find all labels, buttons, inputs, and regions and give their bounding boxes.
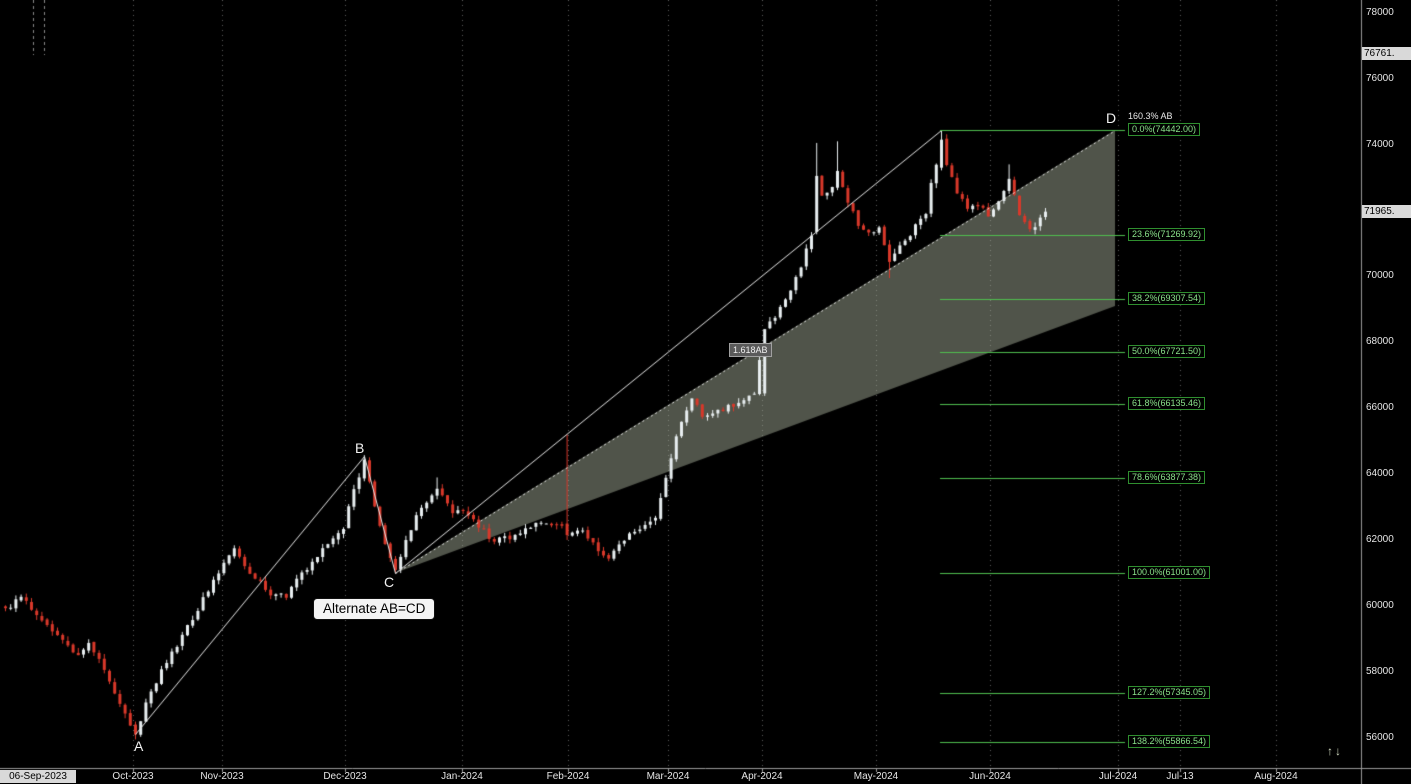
- date-axis-label: Dec-2023: [323, 771, 367, 782]
- pattern-point-b-label: B: [355, 440, 365, 456]
- price-axis-label: 70000: [1366, 270, 1394, 282]
- fib-level-label[interactable]: 38.2%(69307.54): [1128, 292, 1206, 306]
- price-axis-label: 76000: [1366, 72, 1394, 84]
- price-axis-label: 56000: [1366, 731, 1394, 743]
- date-axis-label: Aug-2024: [1254, 771, 1298, 782]
- date-axis-label: Jun-2024: [969, 771, 1011, 782]
- fib-level-label[interactable]: 0.0%(74442.00): [1128, 123, 1201, 137]
- price-axis-label: 62000: [1366, 534, 1394, 546]
- price-axis-label: 66000: [1366, 402, 1394, 414]
- ab-ratio-tag[interactable]: 1.618AB: [729, 343, 772, 357]
- price-axis-label: 68000: [1366, 336, 1394, 348]
- price-axis-label: 64000: [1366, 468, 1394, 480]
- ab-extension-ratio-label: 160.3% AB: [1128, 111, 1173, 121]
- price-axis-label: 60000: [1366, 599, 1394, 611]
- price-badge-last-price: 71965.: [1362, 205, 1411, 218]
- pattern-point-c-label: C: [384, 574, 395, 590]
- date-axis-label: Jul-13: [1166, 771, 1194, 782]
- fib-level-label[interactable]: 138.2%(55866.54): [1128, 735, 1211, 749]
- alternate-abcd-callout[interactable]: Alternate AB=CD: [313, 598, 436, 620]
- date-axis-label: Oct-2023: [112, 771, 154, 782]
- price-axis-label: 58000: [1366, 665, 1394, 677]
- fib-level-label[interactable]: 100.0%(61001.00): [1128, 565, 1211, 579]
- scroll-arrows[interactable]: ↑↓: [1327, 744, 1343, 758]
- date-axis-label: Nov-2023: [200, 771, 244, 782]
- date-axis-label: Jan-2024: [441, 771, 483, 782]
- price-badge-crosshair: 76761.: [1362, 47, 1411, 60]
- start-date-badge: 06-Sep-2023: [0, 770, 76, 783]
- fib-level-label[interactable]: 127.2%(57345.05): [1128, 686, 1211, 700]
- fib-level-label[interactable]: 78.6%(63877.38): [1128, 471, 1206, 485]
- pattern-point-a-label: A: [134, 738, 144, 754]
- date-axis-label: Feb-2024: [546, 771, 590, 782]
- price-axis-label: 74000: [1366, 138, 1394, 150]
- pattern-point-d-label: D: [1106, 110, 1117, 126]
- date-axis-label: Apr-2024: [741, 771, 783, 782]
- fib-level-label[interactable]: 50.0%(67721.50): [1128, 344, 1206, 358]
- date-axis-label: Mar-2024: [646, 771, 690, 782]
- date-axis-label: Jul-2024: [1098, 771, 1138, 782]
- price-axis-label: 78000: [1366, 6, 1394, 18]
- scroll-up-icon[interactable]: ↑: [1327, 744, 1335, 758]
- fib-level-label[interactable]: 61.8%(66135.46): [1128, 396, 1206, 410]
- date-axis-label: May-2024: [853, 771, 899, 782]
- fib-level-label[interactable]: 23.6%(71269.92): [1128, 227, 1206, 241]
- scroll-down-icon[interactable]: ↓: [1335, 744, 1343, 758]
